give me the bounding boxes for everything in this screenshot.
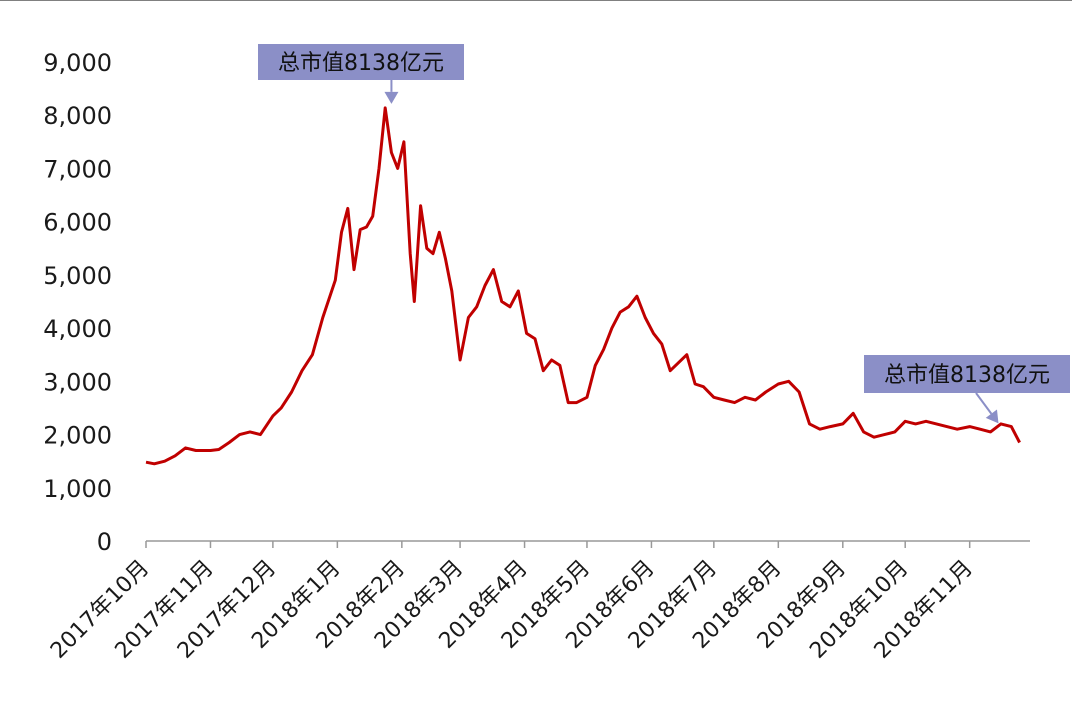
annotation-box xyxy=(258,44,464,80)
annotation-arrow-line xyxy=(975,392,993,415)
y-tick-label: 2,000 xyxy=(43,422,112,450)
annotation-label: 总市值8138亿元 xyxy=(278,51,444,76)
annotation-arrow-head xyxy=(985,409,999,424)
y-tick-label: 3,000 xyxy=(43,368,112,396)
y-tick-label: 6,000 xyxy=(43,209,112,237)
y-tick-label: 8,000 xyxy=(43,102,112,130)
annotation-box xyxy=(864,355,1070,393)
series-line xyxy=(145,106,1021,466)
x-axis-ticks: 2017年10月2017年11月2017年12月2018年1月2018年2月20… xyxy=(46,541,978,664)
y-axis-ticks: 0 1,000 2,000 3,000 4,000 5,000 6,000 7,000 8,00… xyxy=(43,49,112,556)
y-tick-label: 0 xyxy=(97,528,112,556)
y-tick-label: 5,000 xyxy=(43,262,112,290)
y-tick-label: 4,000 xyxy=(43,315,112,343)
y-tick-label: 7,000 xyxy=(43,155,112,183)
y-tick-label: 1,000 xyxy=(43,475,112,503)
y-tick-label: 9,000 xyxy=(43,49,112,77)
annotation-arrow-head xyxy=(384,91,399,104)
top-border-line xyxy=(0,0,1072,1)
annotation-label: 总市值8138亿元 xyxy=(884,363,1050,388)
